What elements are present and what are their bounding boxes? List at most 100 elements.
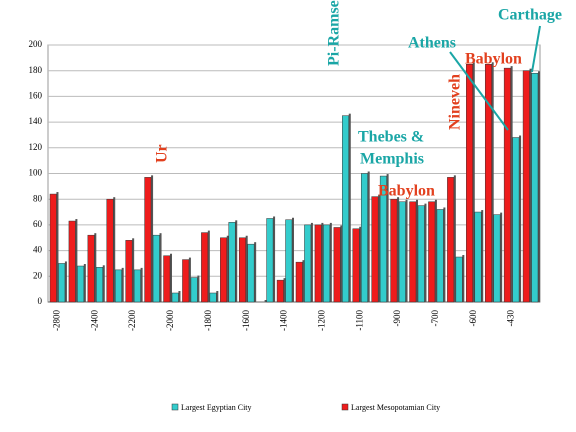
bar-side	[472, 62, 475, 303]
bar-side	[302, 260, 305, 302]
bar	[133, 269, 141, 303]
bar-side	[254, 242, 257, 302]
bar	[333, 227, 341, 303]
bar	[390, 198, 398, 303]
bar	[474, 211, 482, 303]
bar-side	[367, 171, 370, 302]
bar	[493, 214, 501, 303]
bar	[58, 263, 66, 303]
bar	[238, 237, 246, 303]
bar-side	[197, 275, 200, 302]
bar-side	[292, 217, 294, 302]
bar	[417, 205, 425, 303]
x-tick-label: -1600	[241, 310, 251, 331]
bar	[49, 193, 57, 303]
bar-side	[140, 267, 143, 302]
y-tick-label: 60	[33, 219, 43, 229]
bar	[144, 177, 152, 303]
x-tick-label: -430	[506, 310, 516, 327]
annotation: Athens	[408, 35, 456, 52]
x-tick-label: -600	[468, 310, 478, 327]
bar-side	[519, 135, 522, 302]
bar-side	[151, 175, 154, 302]
bar	[87, 234, 95, 303]
bar	[96, 267, 104, 303]
legend-swatch	[171, 403, 179, 411]
legend-text: Largest Egyptian City	[181, 403, 252, 412]
x-tick-label: -1400	[279, 310, 289, 331]
x-tick-label: -1200	[316, 310, 326, 331]
annotation: Memphis	[360, 151, 424, 168]
bar	[77, 265, 85, 303]
x-tick-label: -1100	[354, 310, 364, 331]
bar-side	[405, 199, 408, 302]
y-tick-label: 140	[29, 116, 43, 126]
bar	[285, 219, 293, 303]
bar	[152, 234, 160, 303]
annotation: Nineveh	[447, 74, 464, 130]
bar	[68, 220, 76, 303]
bar	[455, 256, 463, 303]
bar	[295, 261, 303, 303]
annotation: Babylon	[465, 51, 522, 68]
bar	[466, 64, 474, 303]
bar	[409, 201, 417, 303]
bar	[228, 222, 236, 303]
bar	[276, 279, 284, 303]
bar	[531, 73, 539, 303]
bar	[247, 243, 255, 303]
bar-side	[397, 197, 400, 302]
bar-side	[443, 207, 446, 302]
legend-text: Largest Mesopotamian City	[351, 403, 440, 412]
bar-side	[329, 222, 332, 302]
bar-side	[132, 238, 135, 302]
y-tick-label: 80	[33, 193, 43, 203]
bar-side	[121, 267, 124, 302]
bar-side	[529, 68, 532, 302]
bar	[436, 209, 444, 303]
bar-side	[113, 197, 116, 302]
bar-side	[359, 226, 362, 302]
bar-side	[264, 300, 267, 302]
bar	[323, 224, 331, 303]
bar	[447, 177, 455, 303]
y-tick-label: 100	[29, 168, 43, 178]
bar	[360, 173, 368, 303]
y-tick-label: 0	[38, 296, 43, 306]
bar-side	[348, 113, 351, 302]
bar-side	[283, 278, 286, 302]
bar-side	[481, 210, 484, 302]
y-tick-label: 120	[29, 142, 43, 152]
x-tick-label: -2400	[89, 310, 99, 331]
legend-swatch	[341, 403, 349, 411]
arrow	[531, 25, 541, 73]
x-tick-label: -2000	[165, 310, 175, 331]
arrow	[449, 51, 509, 131]
bar	[428, 201, 436, 303]
bar-side	[94, 233, 97, 302]
annotation: Thebes &	[358, 129, 424, 146]
x-tick-label: -1800	[203, 310, 213, 331]
annotation: Babylon	[378, 183, 435, 200]
bar	[266, 218, 274, 303]
bar	[106, 198, 114, 303]
bar	[371, 196, 379, 303]
bar-side	[188, 257, 191, 302]
bar-side	[310, 222, 313, 302]
annotation: Ur	[154, 144, 171, 163]
bar-side	[75, 219, 78, 302]
bar	[182, 259, 190, 303]
bar-side	[321, 222, 324, 302]
bar-side	[340, 225, 343, 302]
bar	[379, 175, 387, 303]
bar	[352, 228, 360, 303]
bar	[190, 277, 198, 303]
y-tick-label: 20	[33, 270, 43, 280]
bar-side	[226, 235, 229, 302]
bar-side	[416, 199, 418, 302]
x-tick-label: -2800	[52, 310, 62, 331]
bar-side	[424, 203, 427, 302]
bar	[125, 240, 133, 303]
annotation: Carthage	[498, 7, 562, 24]
bar-side	[434, 199, 437, 302]
